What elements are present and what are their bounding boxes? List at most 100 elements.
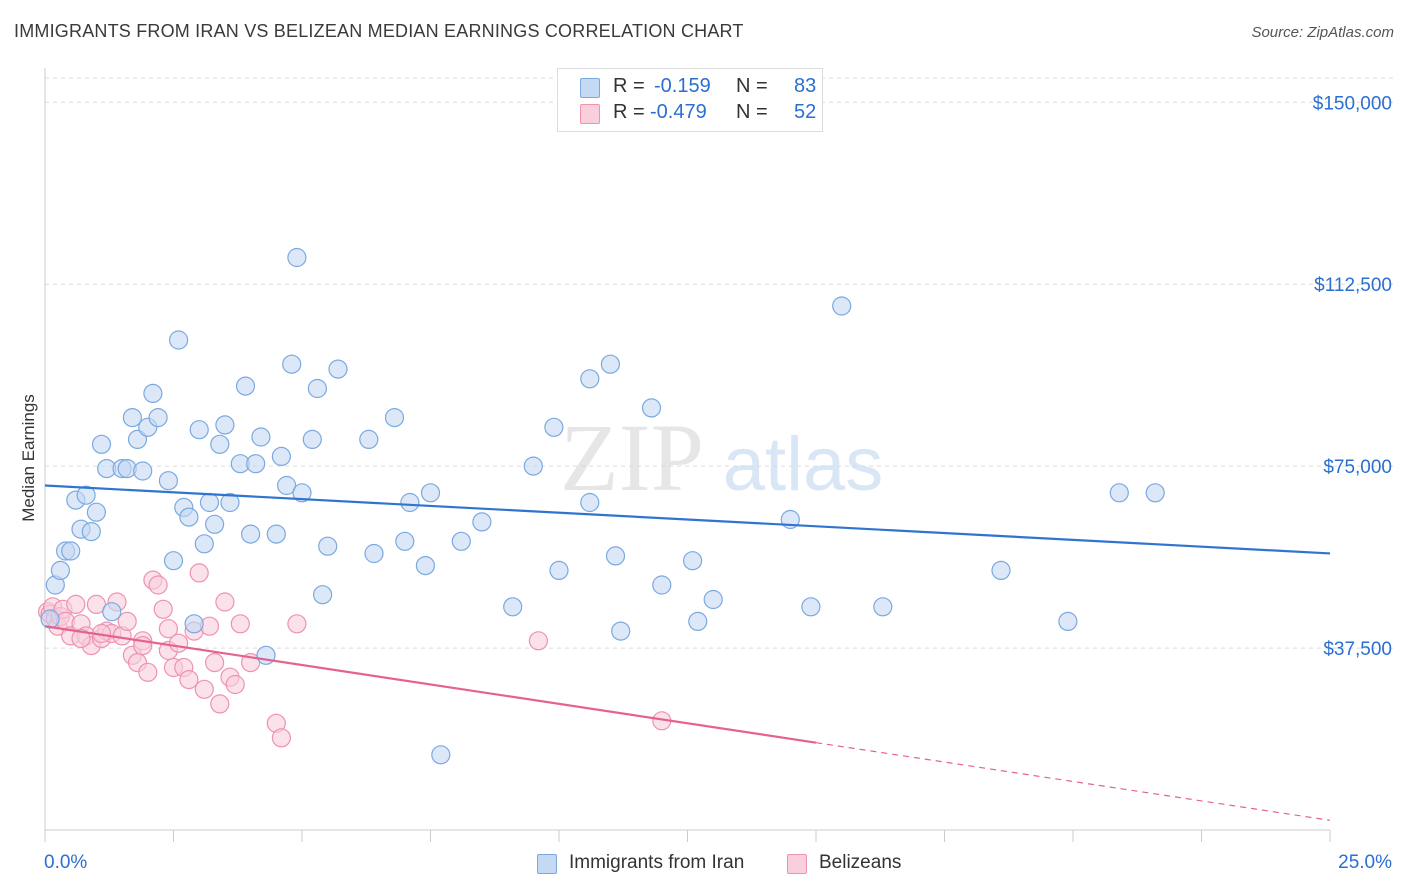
iran-point xyxy=(102,602,122,622)
iran-point xyxy=(472,512,492,532)
iran-point xyxy=(277,475,297,496)
iran-point xyxy=(1145,483,1165,503)
iran-point xyxy=(220,492,240,513)
iran-point xyxy=(91,434,112,454)
series-label-iran: Immigrants from Iran xyxy=(569,852,745,873)
y-axis-label: Median Earnings xyxy=(19,394,38,522)
belizeans-point xyxy=(528,631,549,651)
chart-title: IMMIGRANTS FROM IRAN VS BELIZEAN MEDIAN … xyxy=(14,21,744,41)
belizeans-point xyxy=(179,669,199,690)
legend-n-value: 52 xyxy=(794,101,817,123)
iran-point xyxy=(266,524,286,544)
iran-point xyxy=(415,555,435,576)
iran-point xyxy=(580,369,600,389)
iran-point xyxy=(1109,483,1129,503)
axes xyxy=(44,68,1331,842)
iran-point xyxy=(40,609,60,629)
iran-point xyxy=(122,408,142,428)
iran-point xyxy=(652,575,672,595)
belizeans-point xyxy=(205,652,225,673)
source-credit: Source: ZipAtlas.com xyxy=(1251,24,1394,41)
legend-n-label: N = xyxy=(736,75,768,97)
series-swatch-iran xyxy=(537,854,557,874)
y-tick-label: $37,500 xyxy=(1323,639,1392,660)
legend-r-value: -0.159 xyxy=(654,75,711,97)
iran-point xyxy=(148,408,168,428)
iran-point xyxy=(832,296,852,316)
iran-point xyxy=(61,541,81,561)
iran-point xyxy=(431,745,451,765)
legend-r-label: R = xyxy=(613,101,645,123)
belizeans-points xyxy=(37,563,672,748)
iran-point xyxy=(873,597,893,617)
y-tick-label: $112,500 xyxy=(1314,275,1392,296)
belizeans-trend-extension xyxy=(815,742,1331,821)
iran-point xyxy=(359,429,379,449)
iran-point xyxy=(251,427,271,447)
series-swatch-belizeans xyxy=(787,854,807,874)
iran-point xyxy=(205,514,225,534)
iran-point xyxy=(328,359,348,379)
belizeans-point xyxy=(138,662,158,682)
belizeans-point xyxy=(189,563,209,583)
iran-point xyxy=(169,330,189,350)
belizeans-point xyxy=(117,611,137,632)
iran-point xyxy=(179,507,199,527)
belizeans-trend-line xyxy=(44,625,817,744)
iran-points xyxy=(40,247,1165,765)
iran-point xyxy=(189,420,209,440)
correlation-legend: R = -0.159 N = 83 R = -0.479 N = 52 xyxy=(557,68,823,132)
iran-point xyxy=(163,551,184,571)
iran-point xyxy=(600,354,621,374)
iran-point xyxy=(282,354,302,374)
iran-point xyxy=(420,483,441,503)
y-tick-label: $75,000 xyxy=(1323,457,1392,478)
iran-point xyxy=(605,546,626,566)
iran-point xyxy=(210,434,230,454)
y-tick-label: $150,000 xyxy=(1313,93,1392,114)
legend-r-label: R = xyxy=(613,75,645,97)
legend-n-value: 83 xyxy=(794,75,817,97)
legend-swatch-iran xyxy=(580,78,600,98)
iran-point xyxy=(580,492,600,513)
legend-r-value: -0.479 xyxy=(650,101,707,123)
iran-trend-line xyxy=(44,484,1331,555)
belizeans-point xyxy=(271,728,291,748)
iran-point xyxy=(199,492,220,513)
belizeans-point xyxy=(230,614,250,634)
iran-point xyxy=(235,376,256,396)
iran-point xyxy=(81,521,101,542)
belizeans-point xyxy=(86,594,107,615)
legend-swatch-belizeans xyxy=(580,104,600,124)
iran-point xyxy=(395,531,415,551)
x-min-label: 0.0% xyxy=(44,852,88,873)
belizeans-point xyxy=(215,592,235,612)
belizeans-point xyxy=(71,628,91,649)
iran-point xyxy=(133,461,153,481)
iran-point xyxy=(158,471,178,491)
belizeans-point xyxy=(153,599,173,619)
iran-point xyxy=(143,383,163,403)
iran-point xyxy=(246,454,266,474)
iran-point xyxy=(292,483,312,503)
iran-point xyxy=(271,446,291,466)
iran-point xyxy=(302,429,322,449)
iran-point xyxy=(801,597,821,617)
watermark-zip: ZIP xyxy=(560,404,704,511)
iran-point xyxy=(991,560,1011,581)
series-legend: Immigrants from Iran Belizeans xyxy=(0,852,1406,878)
belizeans-point xyxy=(194,679,214,699)
grid-lines xyxy=(45,77,1395,649)
iran-point xyxy=(682,551,703,571)
iran-point xyxy=(503,597,523,617)
iran-point xyxy=(50,560,71,581)
belizeans-point xyxy=(225,674,245,695)
belizeans-point xyxy=(287,614,307,634)
x-max-label: 25.0% xyxy=(1338,852,1392,873)
watermark-atlas: atlas xyxy=(723,422,884,507)
iran-point xyxy=(544,417,564,437)
iran-point xyxy=(307,378,327,399)
belizeans-point xyxy=(66,594,86,615)
iran-point xyxy=(318,536,338,556)
iran-point xyxy=(287,247,307,268)
